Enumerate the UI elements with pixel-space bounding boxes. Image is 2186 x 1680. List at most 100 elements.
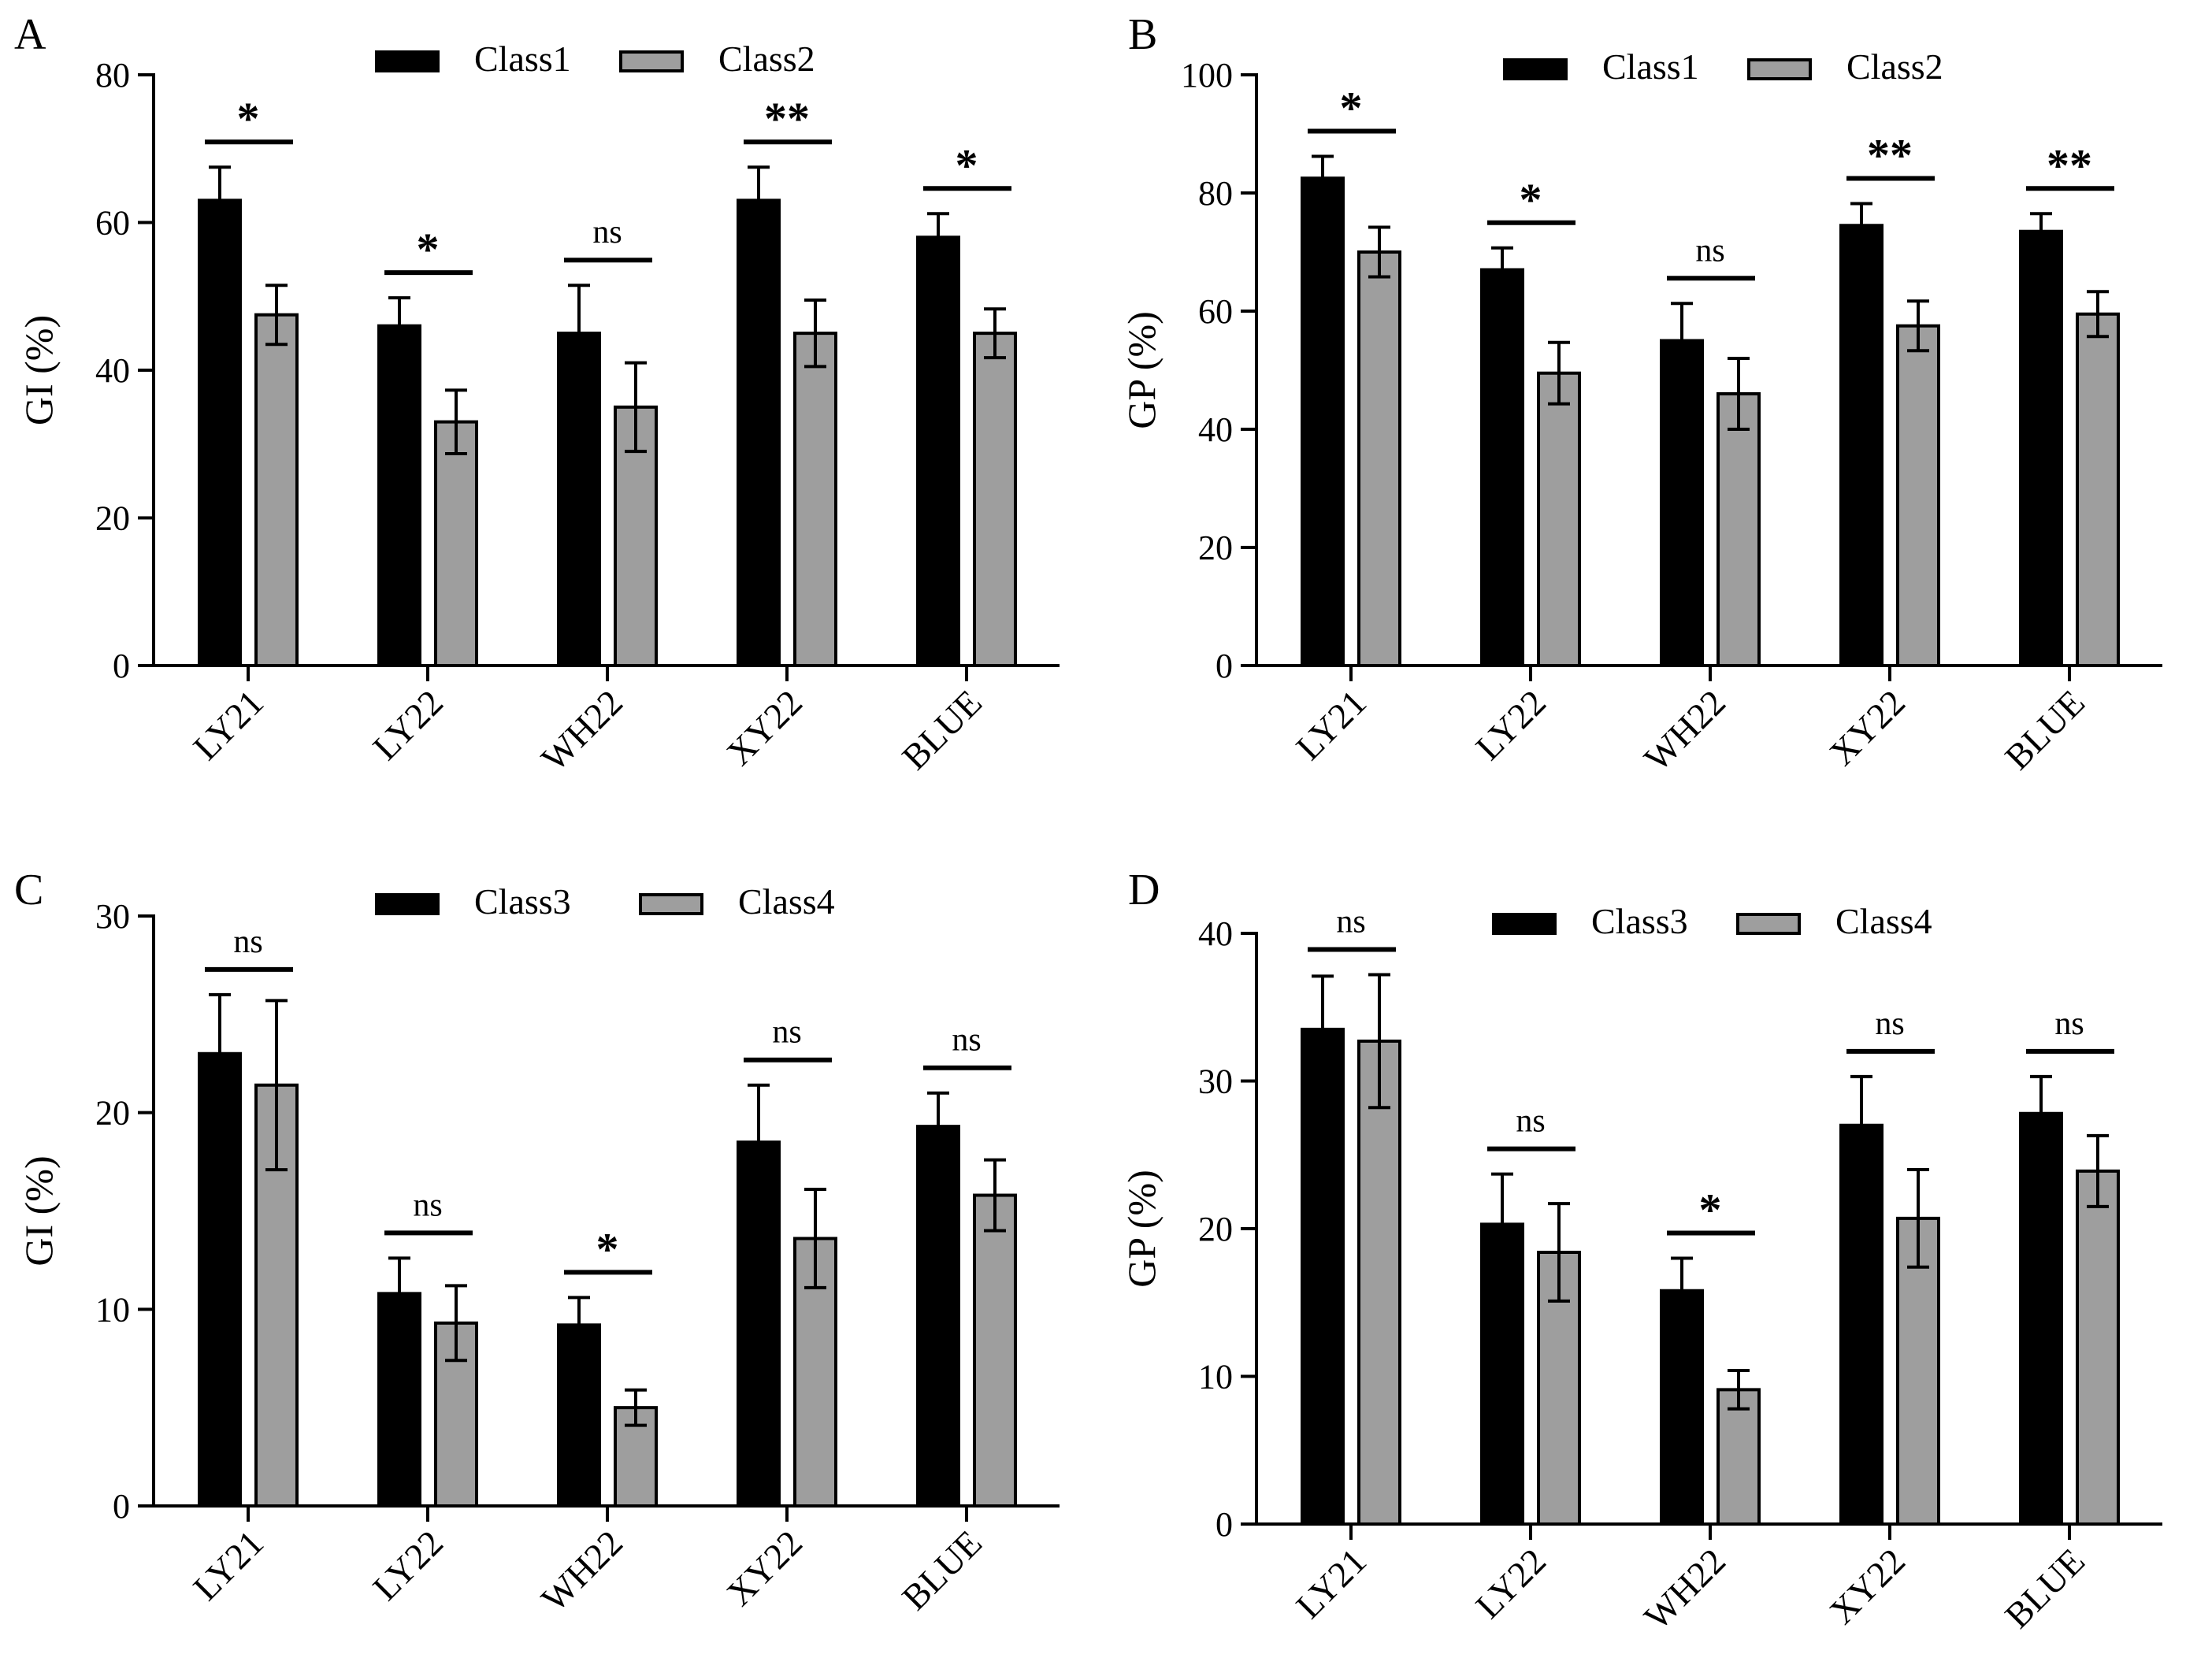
- x-tick-label: LY22: [1468, 1541, 1553, 1626]
- x-tick-label: LY22: [365, 682, 451, 768]
- bar-class2: [973, 332, 1017, 667]
- significance-label: ns: [1336, 904, 1365, 940]
- y-tick-label: 40: [1198, 914, 1233, 953]
- x-tick-label: BLUE: [1997, 1541, 2092, 1636]
- significance-label: *: [237, 93, 260, 144]
- y-tick-label: 80: [1198, 174, 1233, 213]
- y-tick-label: 0: [1215, 647, 1233, 685]
- bar-class1: [1301, 176, 1345, 667]
- x-tick-label: XY22: [718, 1522, 810, 1614]
- legend-label: Class2: [718, 39, 815, 79]
- x-tick-label: WH22: [1636, 682, 1733, 779]
- panel-d: D GP (%) 0 10 20 30 40 LY21 ns LY22 ns WH22 * XY22 ns B…: [1119, 866, 2162, 1637]
- significance-label: *: [1340, 83, 1363, 134]
- panel-a: A GI (%) 0 20 40 60 80 LY21 * LY22 * WH22 ns XY22 ** BL…: [14, 10, 1060, 779]
- bar-class3: [737, 1140, 781, 1508]
- significance-label: ns: [2054, 1006, 2084, 1042]
- legend-label: Class1: [1602, 46, 1699, 87]
- significance-label: *: [417, 224, 440, 275]
- y-axis-label: GP (%): [1119, 1170, 1164, 1288]
- x-tick-label: LY21: [185, 682, 271, 768]
- legend-swatch-class2: [619, 50, 684, 72]
- significance-label: *: [956, 139, 978, 191]
- bar-class2: [434, 420, 478, 667]
- x-tick-label: BLUE: [1997, 682, 2092, 777]
- x-tick-label: LY21: [185, 1522, 271, 1608]
- legend-swatch-class4: [1736, 913, 1801, 935]
- y-tick-label: 80: [95, 56, 130, 95]
- x-tick-label: LY22: [365, 1522, 451, 1608]
- bar-class2: [2076, 312, 2120, 667]
- y-tick-label: 60: [95, 204, 130, 243]
- y-tick-label: 0: [1215, 1505, 1233, 1544]
- legend-label: Class1: [474, 39, 571, 79]
- x-tick-label: BLUE: [894, 1522, 989, 1618]
- bar-class1: [2019, 229, 2063, 667]
- x-tick-label: LY21: [1288, 1541, 1374, 1626]
- bar-class2: [1357, 250, 1401, 667]
- legend-swatch-class4: [639, 893, 703, 915]
- bar-class3: [1839, 1123, 1884, 1526]
- bar-class3: [198, 1051, 242, 1508]
- y-tick-label: 20: [95, 1094, 130, 1133]
- significance-label: **: [764, 93, 810, 144]
- significance-label: ns: [1695, 232, 1724, 269]
- bar-class4: [1537, 1251, 1581, 1526]
- legend-swatch-class1: [1503, 58, 1568, 80]
- significance-label: ns: [233, 924, 262, 960]
- significance-label: *: [1699, 1185, 1722, 1236]
- bar-class2: [1717, 392, 1761, 667]
- significance-label: *: [596, 1223, 619, 1274]
- bar-class3: [2019, 1111, 2063, 1526]
- significance-label: ns: [952, 1022, 981, 1059]
- bar-class2: [793, 332, 837, 667]
- bar-class2: [1537, 371, 1581, 667]
- legend-label: Class4: [1835, 901, 1932, 941]
- bar-class2: [254, 313, 299, 667]
- bar-class1: [557, 332, 601, 667]
- x-tick-label: BLUE: [894, 682, 989, 777]
- panel-label: A: [14, 10, 46, 59]
- bar-class1: [1839, 224, 1884, 667]
- y-tick-label: 0: [113, 1487, 130, 1526]
- x-tick-label: XY22: [1821, 682, 1913, 773]
- panel-label: C: [14, 866, 43, 914]
- bar-class1: [737, 198, 781, 667]
- x-tick-label: XY22: [718, 682, 810, 773]
- legend-swatch-class1: [375, 50, 440, 72]
- y-tick-label: 100: [1181, 56, 1233, 95]
- legend-label: Class3: [1591, 901, 1688, 941]
- y-tick-label: 20: [95, 499, 130, 538]
- y-tick-label: 10: [1198, 1358, 1233, 1396]
- bar-class1: [198, 198, 242, 667]
- y-axis-label: GI (%): [17, 315, 61, 425]
- significance-label: ns: [772, 1014, 801, 1051]
- bar-class3: [1660, 1289, 1704, 1526]
- legend-label: Class3: [474, 881, 571, 922]
- panel-label: D: [1128, 866, 1160, 914]
- bar-class4: [1896, 1216, 1940, 1526]
- legend-swatch-class3: [1492, 913, 1557, 935]
- bar-class3: [916, 1125, 960, 1508]
- x-tick-label: WH22: [1636, 1541, 1733, 1637]
- bar-class4: [973, 1193, 1017, 1508]
- y-axis-label: GI (%): [17, 1155, 61, 1266]
- significance-label: ns: [592, 214, 622, 250]
- panel-c: C GI (%) 0 10 20 30 LY21 ns LY22 ns WH22 * XY22 ns BLU…: [14, 866, 1060, 1619]
- y-tick-label: 20: [1198, 1210, 1233, 1248]
- legend-swatch-class3: [375, 893, 440, 915]
- x-tick-label: WH22: [533, 1522, 630, 1619]
- y-tick-label: 10: [95, 1290, 130, 1329]
- x-tick-label: LY22: [1468, 682, 1553, 768]
- y-tick-label: 0: [113, 647, 130, 685]
- bar-class4: [434, 1321, 478, 1508]
- x-tick-label: XY22: [1821, 1541, 1913, 1632]
- bar-class1: [377, 324, 421, 667]
- bar-class1: [1480, 268, 1524, 667]
- significance-label: ns: [1875, 1006, 1904, 1042]
- bar-class2: [1896, 324, 1940, 667]
- significance-label: ns: [1516, 1103, 1545, 1140]
- bar-class4: [2076, 1169, 2120, 1526]
- bar-class3: [1301, 1027, 1345, 1526]
